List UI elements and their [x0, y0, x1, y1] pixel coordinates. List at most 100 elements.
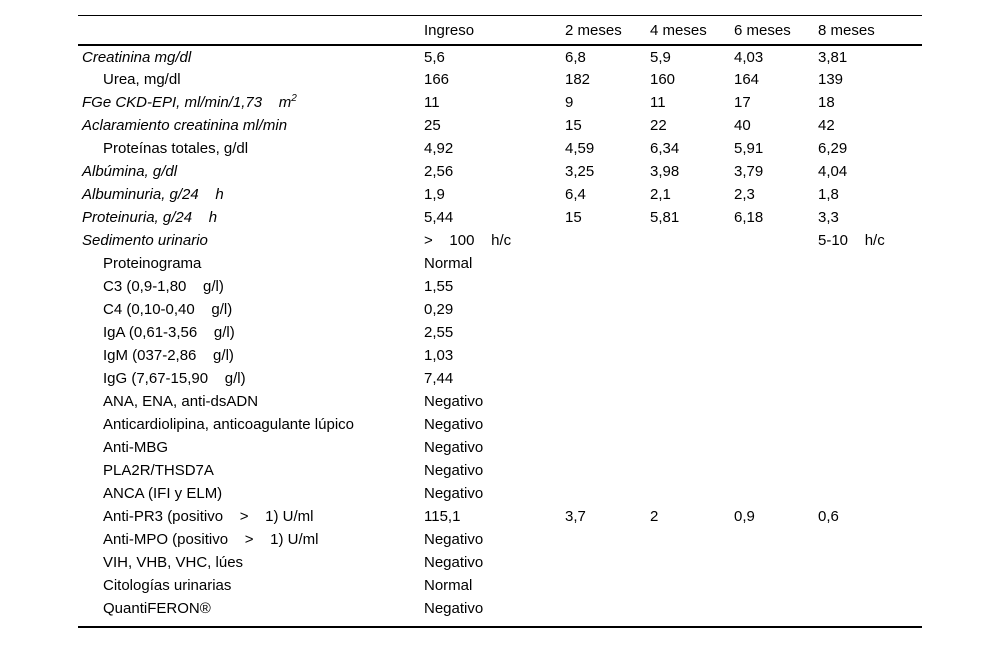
- table-body: Creatinina mg/dl 5,6 6,8 5,9 4,03 3,81 Urea, m…: [78, 45, 922, 620]
- cell-value: [732, 551, 816, 574]
- cell-value: 25: [424, 117, 441, 134]
- cell-value: [563, 252, 648, 275]
- cell-value: 5,44: [424, 209, 454, 226]
- table-row: Anticardiolipina, anticoagulante lúpico N…: [78, 413, 922, 436]
- cell-value: 1,55: [424, 278, 454, 295]
- row-label: ANA, ENA, anti-dsADN: [103, 393, 259, 410]
- row-label: C4 (0,10-0,40 g/l): [103, 301, 233, 318]
- cell-value: [816, 482, 922, 505]
- table-row: C4 (0,10-0,40 g/l) 0,29: [78, 298, 922, 321]
- cell-value: [648, 390, 732, 413]
- cell-value: [563, 275, 648, 298]
- cell-value: [732, 528, 816, 551]
- row-label: QuantiFERON®: [103, 600, 211, 617]
- table-row: Albúmina, g/dl 2,56 3,25 3,98 3,79 4,04: [78, 160, 922, 183]
- row-label: IgA (0,61-3,56 g/l): [103, 324, 235, 341]
- cell-value: 182: [565, 71, 591, 88]
- cell-value: [648, 436, 732, 459]
- row-label: FGe CKD-EPI, ml/min/1,73 m2: [82, 93, 297, 112]
- cell-value: [732, 344, 816, 367]
- cell-value: Negativo: [424, 393, 484, 410]
- cell-value: [648, 597, 732, 620]
- cell-value: [563, 344, 648, 367]
- superscript: 2: [291, 93, 297, 104]
- cell-value: [732, 413, 816, 436]
- cell-value: [648, 367, 732, 390]
- cell-value: [732, 459, 816, 482]
- cell-value: [648, 413, 732, 436]
- table-row: Sedimento urinario > 100 h/c 5-10 h/c: [78, 229, 922, 252]
- row-label: Albuminuria, g/24 h: [82, 186, 224, 203]
- cell-value: 5,6: [424, 48, 445, 66]
- table-row: ANCA (IFI y ELM) Negativo: [78, 482, 922, 505]
- cell-value: 11: [650, 94, 666, 111]
- cell-value: [816, 436, 922, 459]
- row-label: Anticardiolipina, anticoagulante lúpico: [103, 416, 355, 433]
- cell-value: [816, 344, 922, 367]
- cell-value: 18: [818, 94, 835, 111]
- cell-value: 15: [565, 209, 582, 226]
- cell-value: [816, 551, 922, 574]
- table-row: Urea, mg/dl 166 182 160 164 139: [78, 68, 922, 91]
- cell-value: 139: [818, 71, 844, 88]
- cell-value: 4,92: [424, 140, 454, 157]
- cell-value: [648, 482, 732, 505]
- table-row: C3 (0,9-1,80 g/l) 1,55: [78, 275, 922, 298]
- header-empty: [78, 16, 422, 46]
- cell-value: [563, 367, 648, 390]
- cell-value: [648, 298, 732, 321]
- header-2-meses: 2 meses: [563, 16, 648, 46]
- row-label: Proteinograma: [103, 255, 202, 272]
- table-row: Anti-PR3 (positivo > 1) U/ml 115,1 3,7 2 0,9…: [78, 505, 922, 528]
- table-row: Citologías urinarias Normal: [78, 574, 922, 597]
- cell-value: 166: [424, 71, 450, 88]
- cell-value: [648, 551, 732, 574]
- cell-value: [816, 321, 922, 344]
- table-row: IgG (7,67-15,90 g/l) 7,44: [78, 367, 922, 390]
- cell-value: Negativo: [424, 439, 484, 456]
- table-row: VIH, VHB, VHC, lúes Negativo: [78, 551, 922, 574]
- row-label: Albúmina, g/dl: [82, 163, 178, 180]
- cell-value: 6,29: [818, 140, 848, 157]
- cell-value: 4,59: [565, 140, 595, 157]
- cell-value: [816, 252, 922, 275]
- table-row: Anti-MBG Negativo: [78, 436, 922, 459]
- header-ingreso: Ingreso: [422, 16, 563, 46]
- cell-value: [563, 390, 648, 413]
- row-label: Anti-MPO (positivo > 1) U/ml: [103, 531, 319, 548]
- cell-value: [563, 229, 648, 252]
- cell-value: Negativo: [424, 600, 484, 617]
- cell-value: [563, 482, 648, 505]
- table-row: IgM (037-2,86 g/l) 1,03: [78, 344, 922, 367]
- header-6-meses: 6 meses: [732, 16, 816, 46]
- cell-value: 0,6: [818, 508, 839, 525]
- cell-value: [732, 252, 816, 275]
- row-label: Citologías urinarias: [103, 577, 232, 594]
- cell-value: [732, 275, 816, 298]
- cell-value: 2,56: [424, 163, 454, 180]
- table-row: Proteinuria, g/24 h 5,44 15 5,81 6,18 3,3: [78, 206, 922, 229]
- cell-value: [816, 413, 922, 436]
- cell-value: [648, 459, 732, 482]
- cell-value: 6,18: [734, 209, 764, 226]
- table-row: Creatinina mg/dl 5,6 6,8 5,9 4,03 3,81: [78, 45, 922, 68]
- cell-value: 5,81: [650, 209, 680, 226]
- table-row: FGe CKD-EPI, ml/min/1,73 m2 11 9 11 17 18: [78, 91, 922, 114]
- cell-value: 42: [818, 117, 835, 134]
- cell-value: 6,4: [565, 186, 586, 203]
- cell-value: [732, 597, 816, 620]
- cell-value: [816, 298, 922, 321]
- cell-value: 5-10 h/c: [818, 232, 885, 249]
- cell-value: 3,25: [565, 163, 595, 180]
- cell-value: Negativo: [424, 554, 484, 571]
- cell-value: 1,03: [424, 347, 454, 364]
- row-label: Anti-MBG: [103, 439, 169, 456]
- cell-value: 164: [734, 71, 760, 88]
- cell-value: [563, 551, 648, 574]
- cell-value: 2,55: [424, 324, 454, 341]
- cell-value: [563, 413, 648, 436]
- cell-value: 2,1: [650, 186, 671, 203]
- row-label: Anti-PR3 (positivo > 1) U/ml: [103, 508, 314, 525]
- cell-value: [648, 229, 732, 252]
- cell-value: 5,9: [650, 48, 671, 66]
